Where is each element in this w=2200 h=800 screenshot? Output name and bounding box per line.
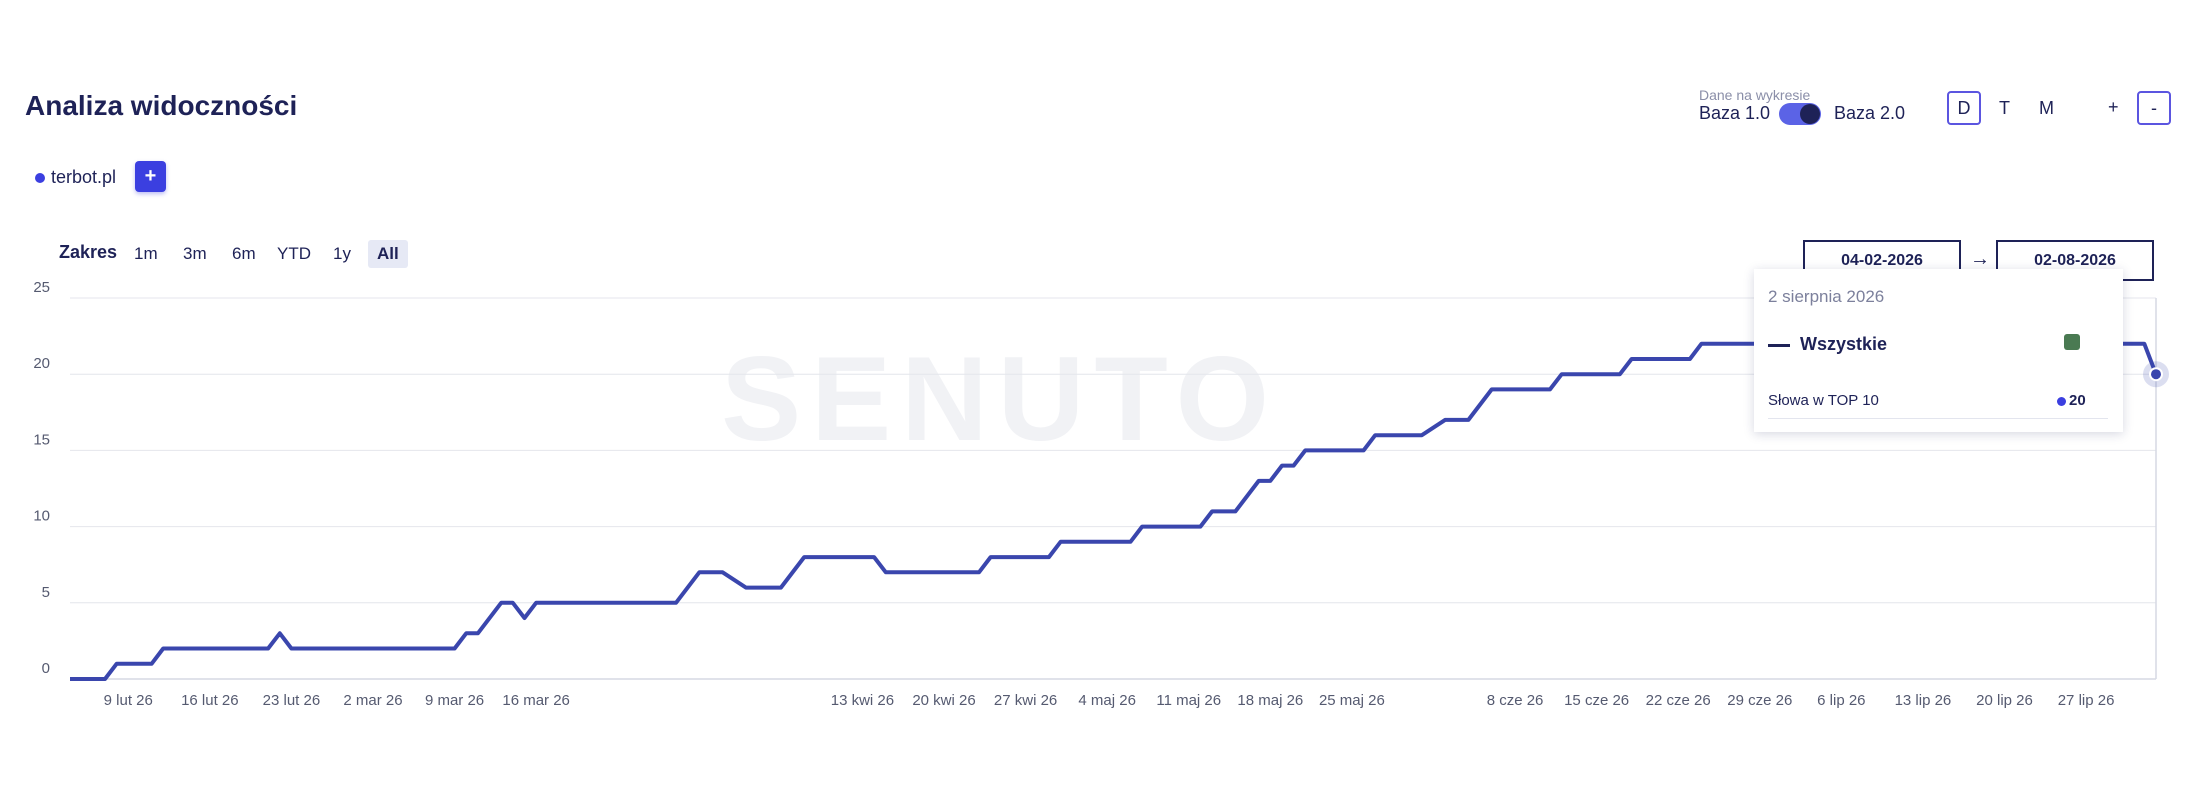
- x-tick-label: 15 cze 26: [1564, 692, 1629, 709]
- tooltip-metric: Słowa w TOP 10: [1768, 392, 1879, 409]
- domain-name[interactable]: terbot.pl: [51, 167, 117, 187]
- tooltip-date: 2 sierpnia 2026: [1768, 287, 1885, 306]
- x-tick-label: 9 mar 26: [425, 692, 484, 709]
- zoom-button[interactable]: -: [2137, 91, 2171, 125]
- x-tick-label: 29 cze 26: [1727, 692, 1792, 709]
- y-tick-label: 15: [33, 431, 50, 448]
- x-tick-label: 20 lip 26: [1976, 692, 2033, 709]
- x-tick-label: 18 maj 26: [1237, 692, 1303, 709]
- x-tick-label: 4 maj 26: [1078, 692, 1136, 709]
- tooltip-series-name: Wszystkie: [1800, 334, 1888, 354]
- add-domain-button[interactable]: +: [135, 161, 166, 192]
- x-tick-label: 27 kwi 26: [994, 692, 1057, 709]
- tooltip-value: 20: [2069, 392, 2086, 409]
- tooltip-legend-line: [1768, 344, 1790, 347]
- range-button[interactable]: 1m: [134, 244, 158, 263]
- y-tick-label: 5: [42, 584, 50, 601]
- base-option[interactable]: Baza 1.0: [1699, 103, 1771, 123]
- x-tick-label: 23 lut 26: [263, 692, 321, 709]
- x-tick-label: 27 lip 26: [2058, 692, 2115, 709]
- zoom-button[interactable]: +: [2108, 97, 2119, 117]
- y-tick-label: 0: [42, 660, 50, 677]
- y-tick-label: 20: [33, 355, 50, 372]
- range-label: Zakres: [59, 242, 118, 262]
- base-option[interactable]: Baza 2.0: [1834, 103, 1906, 123]
- tooltip-dot: [2057, 397, 2066, 406]
- x-tick-label: 22 cze 26: [1646, 692, 1711, 709]
- tooltip-icon: [2064, 334, 2080, 350]
- page-title: Analiza widoczności: [25, 90, 298, 121]
- range-button[interactable]: All: [368, 240, 408, 268]
- y-tick-label: 10: [33, 508, 50, 525]
- x-tick-label: 16 mar 26: [502, 692, 570, 709]
- x-tick-label: 6 lip 26: [1817, 692, 1865, 709]
- domain-dot: [35, 173, 45, 183]
- data-source-label: Dane na wykresie: [1699, 87, 1811, 103]
- x-tick-label: 9 lut 26: [104, 692, 153, 709]
- series-line: [70, 341, 2158, 681]
- x-tick-label: 2 mar 26: [343, 692, 402, 709]
- granularity-button[interactable]: D: [1947, 91, 1981, 125]
- x-tick-label: 8 cze 26: [1487, 692, 1544, 709]
- range-button[interactable]: 1y: [333, 244, 351, 263]
- y-tick-label: 25: [33, 279, 50, 296]
- tooltip-divider: [1768, 418, 2108, 419]
- range-button[interactable]: 6m: [232, 244, 256, 263]
- range-button[interactable]: YTD: [277, 244, 311, 263]
- x-tick-label: 16 lut 26: [181, 692, 239, 709]
- range-button[interactable]: 3m: [183, 244, 207, 263]
- hover-point: [2149, 367, 2163, 382]
- x-tick-label: 20 kwi 26: [912, 692, 975, 709]
- x-tick-label: 25 maj 26: [1319, 692, 1385, 709]
- watermark: SENUTO: [721, 332, 1279, 466]
- granularity-button[interactable]: T: [1999, 98, 2010, 118]
- x-tick-label: 13 kwi 26: [831, 692, 894, 709]
- date-arrow: →: [1970, 248, 1990, 270]
- x-tick-label: 13 lip 26: [1895, 692, 1952, 709]
- base-toggle[interactable]: [1779, 103, 1821, 125]
- x-tick-label: 11 maj 26: [1156, 692, 1221, 709]
- tooltip: 2 sierpnia 2026 Wszystkie Słowa w TOP 10…: [1754, 269, 2123, 432]
- granularity-button[interactable]: M: [2039, 98, 2054, 118]
